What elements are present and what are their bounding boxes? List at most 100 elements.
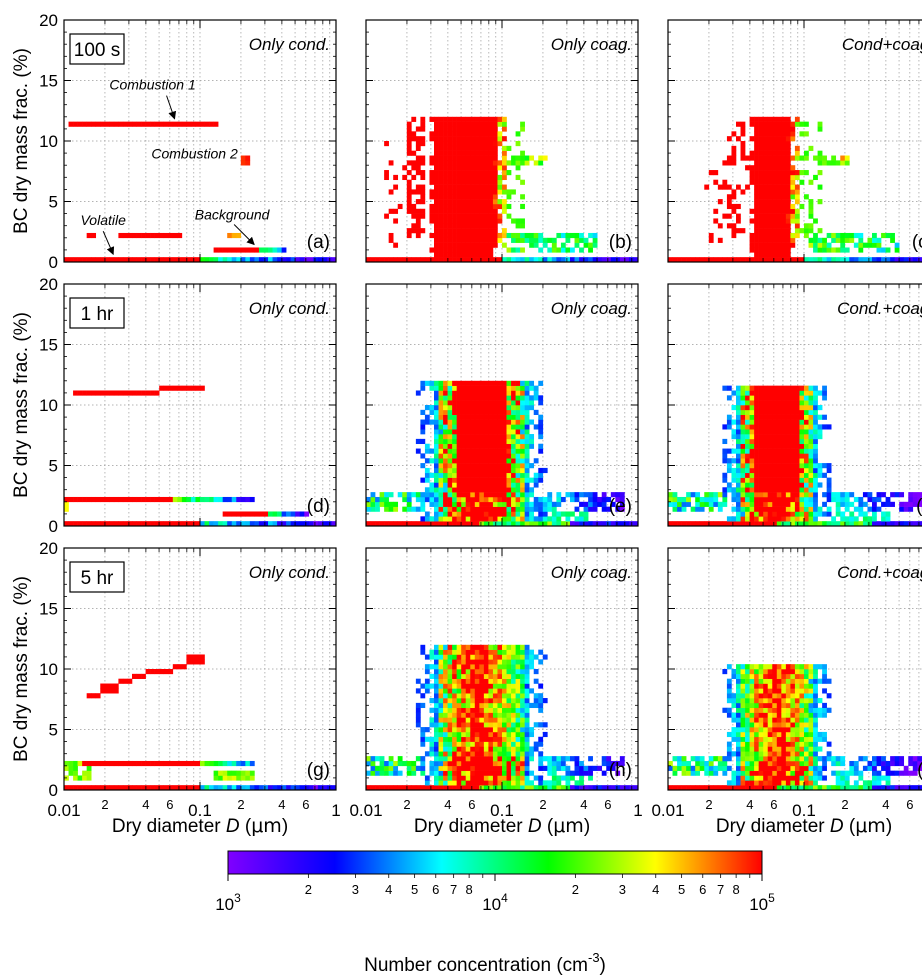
heatmap-cell: [506, 257, 512, 263]
heatmap-cell: [492, 424, 498, 430]
heatmap-cell: [452, 487, 457, 493]
heatmap-cell: [483, 765, 489, 771]
heatmap-cell: [424, 472, 430, 478]
heatmap-cell: [483, 698, 489, 704]
heatmap-cell: [794, 496, 800, 503]
heatmap-cell: [479, 429, 485, 435]
heatmap-cell: [745, 511, 750, 517]
heatmap-cell: [447, 506, 453, 512]
heatmap-cells: [366, 116, 639, 263]
heatmap-cell: [881, 511, 886, 517]
heatmap-cell: [506, 414, 512, 420]
heatmap-cell: [118, 760, 124, 767]
heatmap-cell: [461, 683, 467, 689]
heatmap-cell: [524, 644, 530, 650]
heatmap-cell: [434, 741, 439, 747]
heatmap-cell: [731, 448, 737, 454]
heatmap-cell: [885, 257, 891, 263]
heatmap-cell: [145, 521, 151, 527]
heatmap-cell: [488, 429, 494, 435]
heatmap-cell: [231, 770, 237, 776]
heatmap-cell: [434, 736, 439, 742]
heatmap-cell: [781, 179, 787, 185]
heatmap-cell: [758, 477, 764, 483]
heatmap-cell: [73, 121, 78, 127]
heatmap-cell: [497, 760, 503, 767]
heatmap-cell: [479, 458, 485, 464]
heatmap-cell: [447, 438, 453, 445]
heatmap-cell: [624, 785, 630, 791]
heatmap-cell: [447, 247, 453, 253]
heatmap-cell: [438, 414, 444, 420]
heatmap-cell: [461, 424, 467, 430]
heatmap-cell: [772, 160, 778, 166]
heatmap-cell: [479, 145, 485, 151]
heatmap-cell: [497, 702, 503, 709]
heatmap-cell: [813, 521, 818, 527]
heatmap-cell: [434, 669, 439, 675]
heatmap-cell: [474, 443, 480, 449]
heatmap-cell: [515, 477, 521, 483]
heatmap-cell: [826, 232, 832, 239]
heatmap-cell: [776, 390, 782, 396]
heatmap-cell: [776, 174, 782, 181]
heatmap-cell: [520, 434, 525, 440]
heatmap-cell: [731, 458, 737, 464]
heatmap-cell: [804, 257, 809, 263]
heatmap-cell: [867, 492, 873, 498]
heatmap-cell: [601, 492, 607, 498]
heatmap-cell: [713, 208, 719, 214]
heatmap-cell: [456, 516, 462, 522]
heatmap-cell: [903, 506, 909, 512]
heatmap-cell: [429, 257, 435, 263]
heatmap-cell: [420, 194, 426, 200]
heatmap-cell: [772, 443, 778, 449]
heatmap-cell: [497, 116, 503, 122]
heatmap-cell: [447, 252, 453, 258]
heatmap-cell: [470, 712, 476, 718]
heatmap-cell: [749, 218, 755, 224]
heatmap-cell: [524, 707, 530, 713]
heatmap-cell: [804, 223, 809, 229]
heatmap-cell: [781, 511, 787, 517]
heatmap-cell: [529, 438, 535, 445]
heatmap-cell: [488, 252, 494, 258]
heatmap-cell: [465, 644, 471, 650]
heatmap-cell: [556, 247, 562, 253]
heatmap-cell: [736, 492, 741, 498]
heatmap-cell: [745, 487, 750, 493]
heatmap-cell: [474, 463, 480, 469]
heatmap-cell: [465, 683, 471, 689]
heatmap-cell: [876, 506, 882, 512]
heatmap-cell: [758, 199, 764, 205]
heatmap-cell: [872, 521, 877, 527]
heatmap-cell: [393, 506, 399, 512]
heatmap-cell: [474, 775, 480, 781]
heatmap-cell: [443, 189, 448, 195]
heatmap-cell: [515, 678, 521, 684]
heatmap-cell: [304, 785, 310, 791]
heatmap-cell: [785, 496, 791, 503]
heatmap-cell: [113, 121, 119, 127]
heatmap-cell: [754, 506, 759, 512]
heatmap-cell: [502, 496, 507, 503]
heatmap-cell: [776, 237, 782, 243]
heatmap-cell: [804, 492, 809, 498]
heatmap-cell: [438, 463, 444, 469]
heatmap-cell: [799, 429, 805, 435]
heatmap-cell: [781, 453, 787, 459]
heatmap-cell: [511, 770, 516, 776]
heatmap-cell: [565, 780, 571, 786]
time-label: 5 hr: [81, 568, 114, 589]
heatmap-cell: [726, 213, 732, 219]
heatmap-cell: [515, 501, 521, 507]
heatmap-cell: [370, 257, 376, 263]
heatmap-cell: [375, 521, 380, 527]
heatmap-cell: [520, 746, 525, 752]
heatmap-cell: [520, 785, 525, 791]
heatmap-cell: [817, 463, 823, 469]
heatmap-cell: [370, 765, 376, 771]
heatmap-cell: [447, 501, 453, 507]
x-minor-tick-label: 2: [101, 797, 108, 812]
heatmap-cell: [497, 678, 503, 684]
